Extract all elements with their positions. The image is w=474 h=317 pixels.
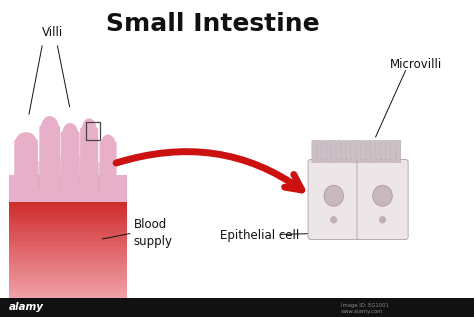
Bar [9, 285, 127, 289]
Bar [9, 220, 127, 224]
Ellipse shape [33, 161, 43, 191]
Text: alamy: alamy [9, 302, 44, 313]
Ellipse shape [82, 119, 97, 141]
FancyBboxPatch shape [362, 140, 366, 163]
Bar [9, 260, 127, 264]
Bar [9, 231, 127, 235]
Bar [9, 263, 127, 267]
Ellipse shape [373, 185, 392, 206]
Bar [9, 277, 127, 281]
Bar [9, 281, 127, 285]
Bar [9, 270, 127, 275]
FancyBboxPatch shape [80, 128, 98, 194]
FancyBboxPatch shape [372, 140, 376, 163]
Ellipse shape [95, 162, 102, 191]
Bar [9, 199, 127, 203]
Ellipse shape [41, 116, 59, 139]
FancyBboxPatch shape [308, 159, 359, 240]
Ellipse shape [76, 156, 83, 190]
Bar [9, 213, 127, 217]
FancyBboxPatch shape [332, 140, 336, 163]
Bar [9, 224, 127, 228]
Bar [9, 252, 127, 256]
FancyBboxPatch shape [337, 140, 341, 163]
Bar [9, 238, 127, 242]
Text: Epithelial cell: Epithelial cell [220, 230, 300, 243]
Bar [9, 242, 127, 246]
Bar [9, 210, 127, 214]
Ellipse shape [62, 123, 78, 144]
FancyBboxPatch shape [61, 132, 80, 194]
Bar [9, 227, 127, 231]
Circle shape [379, 216, 386, 223]
Bar [9, 249, 127, 253]
FancyBboxPatch shape [382, 140, 386, 163]
Text: Small Intestine: Small Intestine [107, 12, 320, 36]
FancyBboxPatch shape [322, 140, 326, 163]
Bar [9, 288, 127, 292]
Bar [0, 298, 474, 317]
Bar [9, 235, 127, 239]
FancyBboxPatch shape [9, 174, 127, 202]
Bar [9, 295, 127, 300]
Bar [9, 191, 127, 196]
FancyBboxPatch shape [14, 139, 38, 194]
FancyBboxPatch shape [347, 140, 351, 163]
Bar [86, 122, 100, 139]
Bar [9, 256, 127, 260]
Ellipse shape [56, 156, 64, 190]
Text: Blood
supply: Blood supply [134, 218, 173, 248]
FancyBboxPatch shape [396, 140, 401, 163]
Ellipse shape [324, 185, 344, 206]
FancyBboxPatch shape [392, 140, 396, 163]
Text: Microvilli: Microvilli [390, 58, 442, 71]
Bar [9, 217, 127, 221]
FancyBboxPatch shape [357, 140, 361, 163]
FancyBboxPatch shape [367, 140, 371, 163]
Bar [9, 206, 127, 210]
Ellipse shape [16, 132, 36, 150]
Bar [9, 202, 127, 206]
Text: Villi: Villi [42, 27, 63, 40]
Text: Image ID: EG1001: Image ID: EG1001 [341, 302, 389, 307]
Text: www.alamy.com: www.alamy.com [341, 309, 383, 314]
FancyBboxPatch shape [387, 140, 391, 163]
FancyBboxPatch shape [377, 140, 381, 163]
FancyBboxPatch shape [100, 141, 117, 194]
Bar [9, 245, 127, 249]
FancyBboxPatch shape [352, 140, 356, 163]
Bar [9, 195, 127, 199]
Ellipse shape [101, 134, 115, 152]
FancyBboxPatch shape [327, 140, 331, 163]
Bar [9, 267, 127, 271]
Bar [9, 274, 127, 278]
FancyBboxPatch shape [342, 140, 346, 163]
Circle shape [330, 216, 337, 223]
FancyBboxPatch shape [357, 159, 408, 240]
FancyBboxPatch shape [317, 140, 321, 163]
FancyBboxPatch shape [312, 140, 316, 163]
Bar [9, 292, 127, 296]
FancyBboxPatch shape [39, 126, 60, 194]
